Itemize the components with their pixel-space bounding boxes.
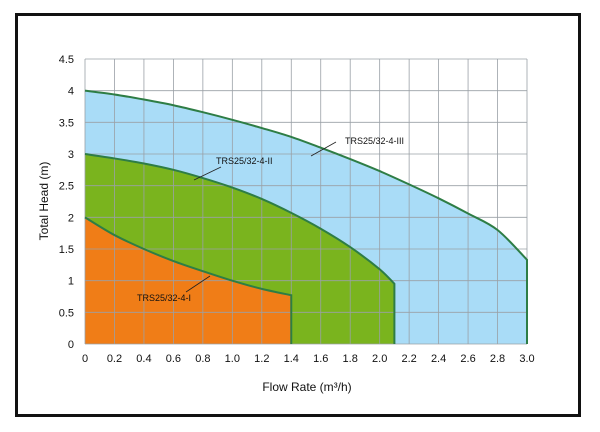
y-tick-label: 3.5 [59,117,74,129]
curve-line-i [84,216,293,344]
y-tick-label: 4 [68,86,74,98]
y-tick-label: 1.5 [59,244,74,256]
leader-line-i [185,275,211,293]
y-tick-label: 3 [68,149,74,161]
y-tick-label: 4.5 [59,54,74,66]
x-tick-label: 2.2 [401,353,416,365]
x-tick-label: 1.0 [225,353,240,365]
x-tick-label: 2.6 [460,353,475,365]
x-tick-label: 0.6 [166,353,181,365]
x-axis-title: Flow Rate (m³/h) [262,380,351,394]
x-tick-label: 2.0 [372,353,387,365]
x-tick-label: 2.4 [431,353,446,365]
x-tick-label: 3.0 [519,353,534,365]
leader-line-ii [193,166,222,181]
x-tick-label: 1.4 [284,353,299,365]
x-tick-label: 1.8 [343,353,358,365]
leader-line-iii [310,141,337,157]
y-tick-label: 1 [68,276,74,288]
chart-frame: 0 0.2 0.4 0.6 0.8 1.0 1.2 1.4 1.6 1.8 2.0 2.2 2.4 2.6… [15,13,581,417]
curve-line-iii [84,89,528,344]
y-tick-label: 2 [68,212,74,224]
y-tick-label: 0 [68,339,74,351]
series-label-i: TRS25/32-4-I [137,293,191,303]
pump-curve-chart: 0 0.2 0.4 0.6 0.8 1.0 1.2 1.4 1.6 1.8 2.0 2.2 2.4 2.6… [37,54,535,394]
series-label-ii: TRS25/32-4-II [216,156,273,166]
y-axis-title: Total Head (m) [37,162,51,241]
curve-line-ii [84,153,396,344]
y-tick-label: 0.5 [59,307,74,319]
x-tick-label: 0.2 [107,353,122,365]
x-tick-label: 0.8 [195,353,210,365]
y-tick-label: 2.5 [59,181,74,193]
series-label-iii: TRS25/32-4-III [345,136,404,146]
x-tick-label: 1.2 [254,353,269,365]
x-tick-label: 2.8 [490,353,505,365]
x-tick-label: 0 [82,353,88,365]
x-tick-label: 1.6 [313,353,328,365]
x-tick-label: 0.4 [136,353,151,365]
